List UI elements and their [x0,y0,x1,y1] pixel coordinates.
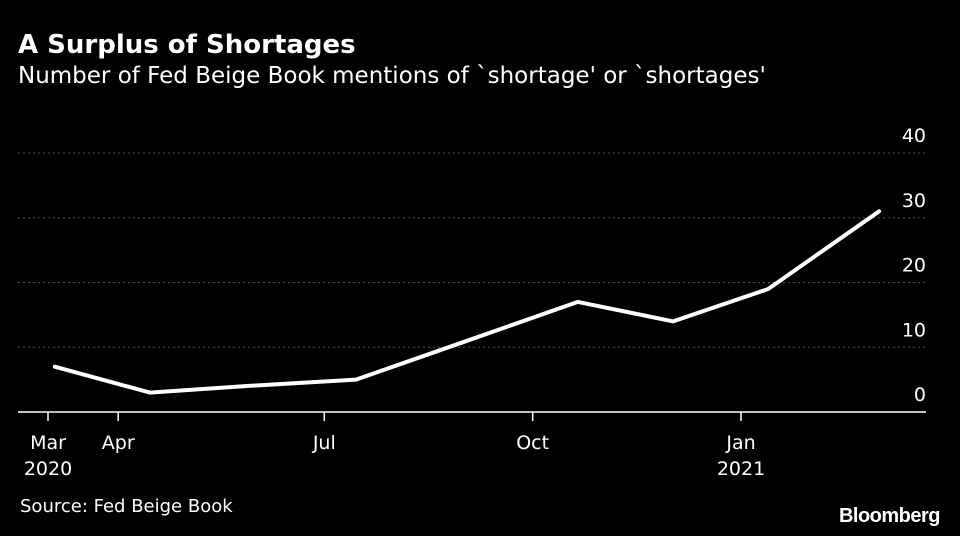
y-axis-labels: 0 10 20 30 40 [902,125,926,406]
y-tick-label: 10 [902,319,926,341]
x-axis-labels: Mar 2020 Apr Jul Oct Jan 2021 [24,412,765,480]
chart-subtitle: Number of Fed Beige Book mentions of `sh… [18,63,766,89]
x-tick-label: Apr [102,432,135,454]
x-tick-year-label: 2020 [24,458,72,480]
x-tick-year-label: 2021 [717,458,765,480]
y-tick-label: 40 [902,125,926,147]
y-tick-label: 20 [902,255,926,277]
x-tick-label: Oct [516,432,549,454]
chart-title: A Surplus of Shortages [18,30,356,60]
series-line [52,209,882,395]
series-layer [52,209,882,395]
y-tick-label: 30 [902,190,926,212]
x-tick-label: Jan [725,432,755,454]
source-note: Source: Fed Beige Book [20,496,233,517]
y-tick-label: 0 [914,384,926,406]
bloomberg-logo: Bloomberg [838,505,941,527]
x-tick-label: Jul [312,432,336,454]
gridlines [18,152,926,348]
x-tick-label: Mar [30,432,66,454]
